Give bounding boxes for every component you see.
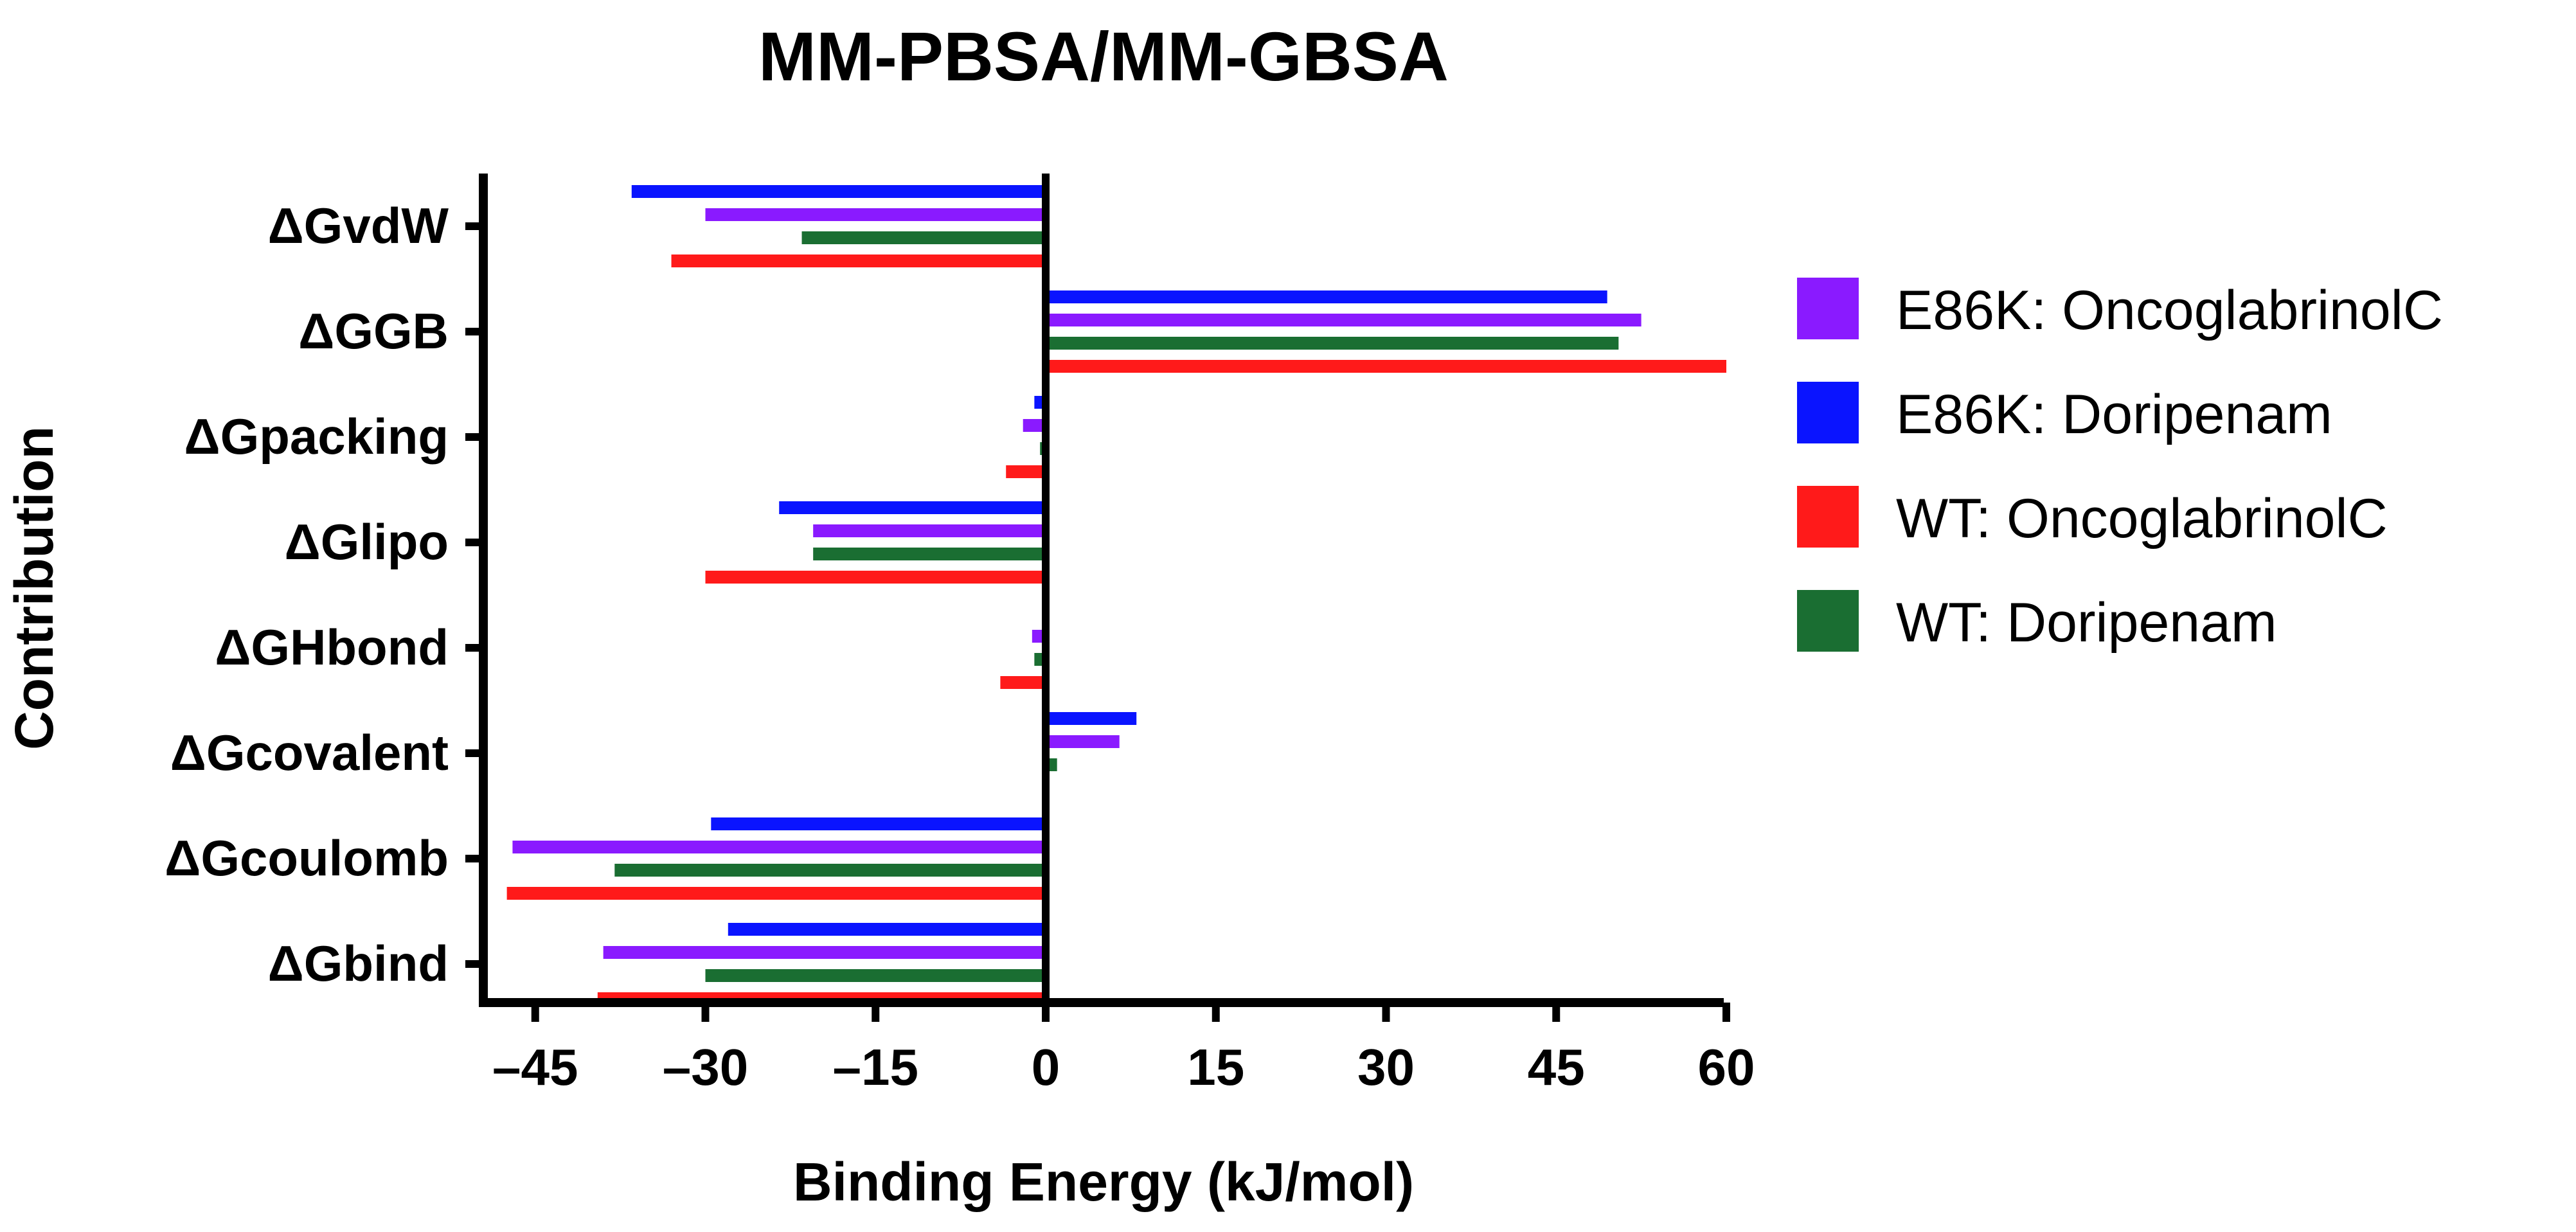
bar — [705, 208, 1046, 221]
bar — [512, 841, 1046, 853]
bar — [631, 185, 1046, 198]
legend: E86K: OncoglabrinolC E86K: Doripenam WT: O… — [1797, 278, 2443, 654]
x-tick-label: 30 — [1357, 1039, 1415, 1096]
legend-label: WT: OncoglabrinolC — [1896, 488, 2388, 549]
y-tick-label: ΔGpacking — [184, 408, 449, 465]
bar — [1006, 465, 1046, 478]
bar — [705, 571, 1046, 584]
x-tick-label: –15 — [833, 1039, 918, 1096]
legend-swatch — [1797, 486, 1859, 548]
bar — [1046, 712, 1137, 725]
bar — [614, 864, 1046, 877]
legend-label: E86K: OncoglabrinolC — [1896, 280, 2443, 341]
y-tick-label: ΔGbind — [268, 935, 449, 992]
x-tick-label: 60 — [1698, 1039, 1755, 1096]
legend-label: E86K: Doripenam — [1896, 384, 2332, 445]
y-tick-label: ΔGlipo — [285, 513, 449, 570]
legend-swatch — [1797, 382, 1859, 443]
x-tick-label: –30 — [663, 1039, 748, 1096]
y-tick-label: ΔGHbond — [215, 619, 449, 675]
bar — [779, 501, 1046, 514]
legend-swatch — [1797, 590, 1859, 652]
axes-layer: ΔGvdW ΔGGB ΔGpacking ΔGlipo ΔGHbond ΔGcovalen… — [165, 174, 1755, 1096]
bar — [705, 969, 1046, 982]
y-tick-label: ΔGvdW — [268, 197, 449, 254]
bar — [1023, 419, 1046, 432]
y-tick-label: ΔGGB — [298, 303, 449, 359]
x-axis-label: Binding Energy (kJ/mol) — [793, 1152, 1414, 1212]
bar — [1000, 676, 1046, 689]
legend-label: WT: Doripenam — [1896, 592, 2277, 654]
x-tick-label: –45 — [492, 1039, 578, 1096]
bar — [1046, 735, 1120, 748]
bar — [506, 887, 1046, 900]
bar — [813, 524, 1046, 537]
y-axis-label: Contribution — [4, 426, 64, 750]
chart-title: MM-PBSA/MM-GBSA — [758, 17, 1449, 95]
x-tick-label: 45 — [1528, 1039, 1585, 1096]
legend-swatch — [1797, 278, 1859, 339]
bar — [801, 231, 1046, 244]
bar — [603, 946, 1046, 959]
bar — [1046, 360, 1726, 373]
y-tick-label: ΔGcovalent — [170, 724, 449, 781]
bar — [711, 817, 1046, 830]
bar — [671, 254, 1046, 267]
bar — [1046, 337, 1619, 350]
x-tick-label: 0 — [1032, 1039, 1060, 1096]
y-tick-label: ΔGcoulomb — [165, 830, 449, 886]
bar — [1046, 290, 1607, 303]
x-tick-label: 15 — [1187, 1039, 1244, 1096]
bar — [1046, 314, 1641, 326]
bars-layer — [506, 185, 1726, 1005]
bar — [728, 923, 1046, 936]
bar — [813, 548, 1046, 560]
